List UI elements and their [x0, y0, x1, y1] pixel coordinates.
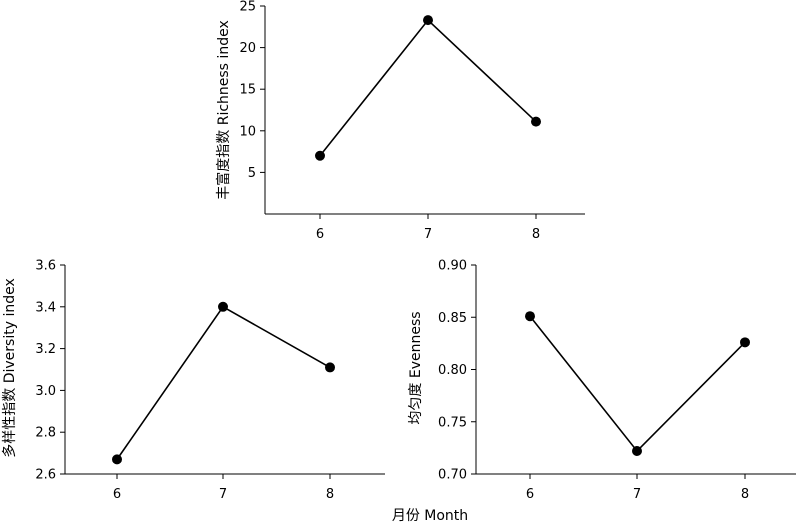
evenness-point — [740, 337, 750, 348]
diversity-x-tick-label: 7 — [219, 487, 227, 502]
evenness-y-tick-label: 0.80 — [438, 363, 467, 378]
evenness-y-tick-label: 0.90 — [438, 259, 467, 274]
evenness-panel: 0.70 0.75 0.80 0.85 0.90 6 7 8 均匀度 Evenness — [408, 259, 796, 502]
diversity-point — [325, 362, 335, 373]
diversity-y-tick-label: 2.6 — [35, 468, 56, 483]
diversity-y-tick-label: 3.6 — [35, 259, 56, 274]
shared-x-axis-label: 月份 Month — [392, 508, 468, 523]
richness-y-tick-label: 25 — [239, 0, 256, 15]
richness-x-tick-label: 6 — [316, 227, 324, 242]
richness-x-tick-label: 8 — [532, 227, 540, 242]
evenness-x-tick-label: 8 — [741, 487, 749, 502]
richness-y-tick-label: 20 — [239, 41, 256, 56]
diversity-point — [218, 301, 228, 312]
diversity-y-tick-label: 2.8 — [35, 426, 56, 441]
diversity-series-line — [116, 305, 331, 460]
evenness-y-tick-label: 0.70 — [438, 468, 467, 483]
evenness-x-tick-label: 6 — [526, 487, 534, 502]
evenness-y-tick-label: 0.75 — [438, 415, 467, 430]
evenness-y-axis-label: 均匀度 Evenness — [408, 311, 424, 424]
richness-y-tick-label: 15 — [239, 83, 256, 98]
evenness-y-tick-label: 0.85 — [438, 311, 467, 326]
richness-y-axis-label: 丰富度指数 Richness index — [215, 20, 232, 199]
diversity-x-tick-label: 8 — [326, 487, 334, 502]
diversity-y-tick-label: 3.2 — [35, 342, 56, 357]
richness-x-tick-label: 7 — [424, 227, 432, 242]
diversity-y-tick-label: 3.0 — [35, 384, 56, 399]
richness-series-line — [319, 18, 537, 157]
evenness-series-line — [529, 315, 746, 453]
diversity-x-tick-label: 6 — [113, 487, 121, 502]
diversity-point — [112, 454, 122, 465]
diversity-panel: 2.6 2.8 3.0 3.2 3.4 3.6 6 7 8 多样性指数 Diversity ind… — [1, 259, 385, 502]
evenness-x-tick-label: 7 — [633, 487, 641, 502]
richness-panel: 5 10 15 20 25 6 7 8 丰富度指数 Richness index — [215, 0, 585, 242]
richness-point — [531, 116, 541, 127]
richness-point — [315, 150, 325, 161]
evenness-point — [525, 311, 535, 322]
diversity-y-tick-label: 3.4 — [35, 300, 56, 315]
diversity-y-axis-label: 多样性指数 Diversity index — [1, 278, 18, 457]
evenness-point — [632, 446, 642, 457]
richness-point — [423, 15, 433, 26]
richness-y-tick-label: 10 — [239, 124, 256, 139]
richness-y-tick-label: 5 — [248, 166, 256, 181]
